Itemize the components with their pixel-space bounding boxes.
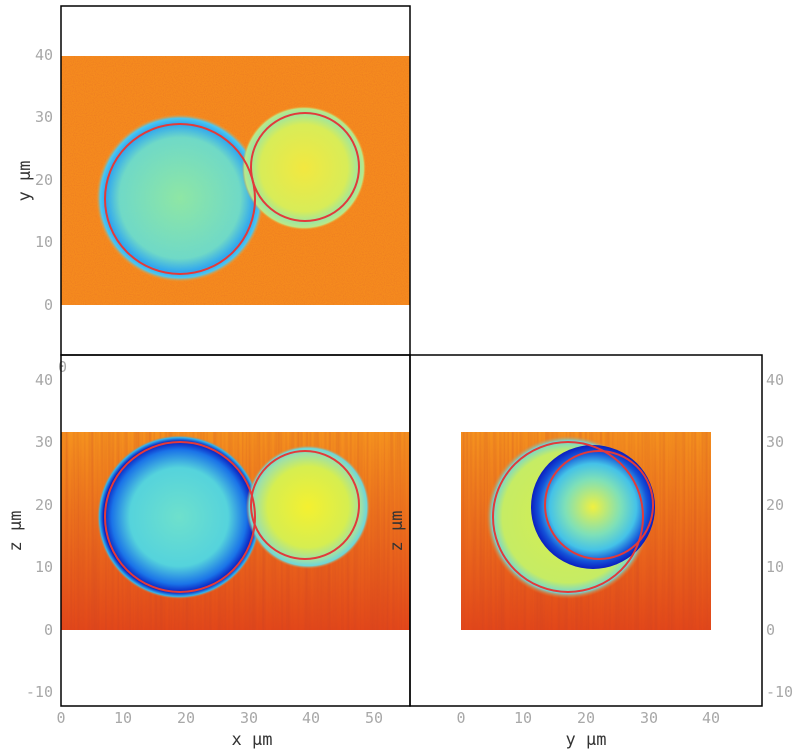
xz-ytick-label: 0: [44, 621, 53, 639]
xz-xtick-labels: 0 10 20 30 40 50: [56, 709, 383, 727]
yz-fit-circle-large: [492, 441, 644, 593]
yz-xtick-label: 40: [702, 709, 720, 727]
xz-fit-circles: [104, 441, 360, 593]
xy-ytick-label: 40: [35, 46, 53, 64]
yz-xtick-label: 0: [456, 709, 465, 727]
xz-xlabel: x µm: [232, 730, 273, 750]
xz-xtick-label: 10: [114, 709, 132, 727]
yz-ytick-label: 30: [766, 433, 784, 451]
xy-panel: 0 10 20 30 40 0 y µm: [15, 5, 411, 376]
yz-fit-circles: [492, 441, 654, 593]
xz-fit-circle-large: [104, 441, 256, 593]
xy-image: [61, 56, 410, 305]
xy-ytick-label: 10: [35, 233, 53, 251]
xz-ytick-label: -10: [26, 683, 53, 701]
xz-xtick-label: 50: [365, 709, 383, 727]
xz-image: [61, 432, 410, 630]
xz-ytick-label: 10: [35, 558, 53, 576]
xy-ytick-labels: 0 10 20 30 40: [35, 46, 53, 314]
yz-image: [461, 432, 711, 630]
xz-xtick-label: 30: [240, 709, 258, 727]
yz-ytick-label: 20: [766, 496, 784, 514]
yz-frame: [409, 354, 763, 707]
yz-xtick-label: 30: [640, 709, 658, 727]
xy-fit-circle-large: [104, 123, 256, 275]
xz-xtick-label: 40: [302, 709, 320, 727]
xz-ytick-labels: -10 0 10 20 30 40: [26, 371, 53, 701]
yz-fit-circle-small: [544, 450, 654, 560]
xy-ytick-label: 0: [44, 296, 53, 314]
yz-ytick-label: 40: [766, 371, 784, 389]
yz-xtick-label: 10: [514, 709, 532, 727]
xz-ytick-label: 40: [35, 371, 53, 389]
xy-corner-tick-label: 0: [58, 358, 67, 376]
yz-ytick-label: -10: [766, 683, 793, 701]
xz-ytick-label: 20: [35, 496, 53, 514]
xz-fit-circle-small: [250, 450, 360, 560]
xz-ytick-label: 30: [35, 433, 53, 451]
yz-ylabel: z µm: [387, 511, 407, 552]
xy-fit-circles: [104, 112, 360, 275]
xz-xtick-label: 0: [56, 709, 65, 727]
xy-ytick-label: 20: [35, 171, 53, 189]
yz-xlabel: y µm: [566, 730, 607, 750]
xz-ylabel: z µm: [6, 511, 26, 552]
xy-ytick-label: 30: [35, 108, 53, 126]
xz-panel: -10 0 10 20 30 40 0 10 20 30 40 50 x µm …: [6, 354, 411, 750]
yz-ytick-labels: -10 0 10 20 30 40: [766, 371, 793, 701]
xy-fit-circle-small: [250, 112, 360, 222]
yz-ytick-label: 0: [766, 621, 775, 639]
yz-xtick-label: 20: [577, 709, 595, 727]
yz-panel: -10 0 10 20 30 40 0 10 20 30 40 y µm z µ…: [387, 354, 793, 750]
yz-ytick-label: 10: [766, 558, 784, 576]
xy-ylabel: y µm: [15, 161, 35, 202]
yz-xtick-labels: 0 10 20 30 40: [456, 709, 720, 727]
xz-xtick-label: 20: [177, 709, 195, 727]
